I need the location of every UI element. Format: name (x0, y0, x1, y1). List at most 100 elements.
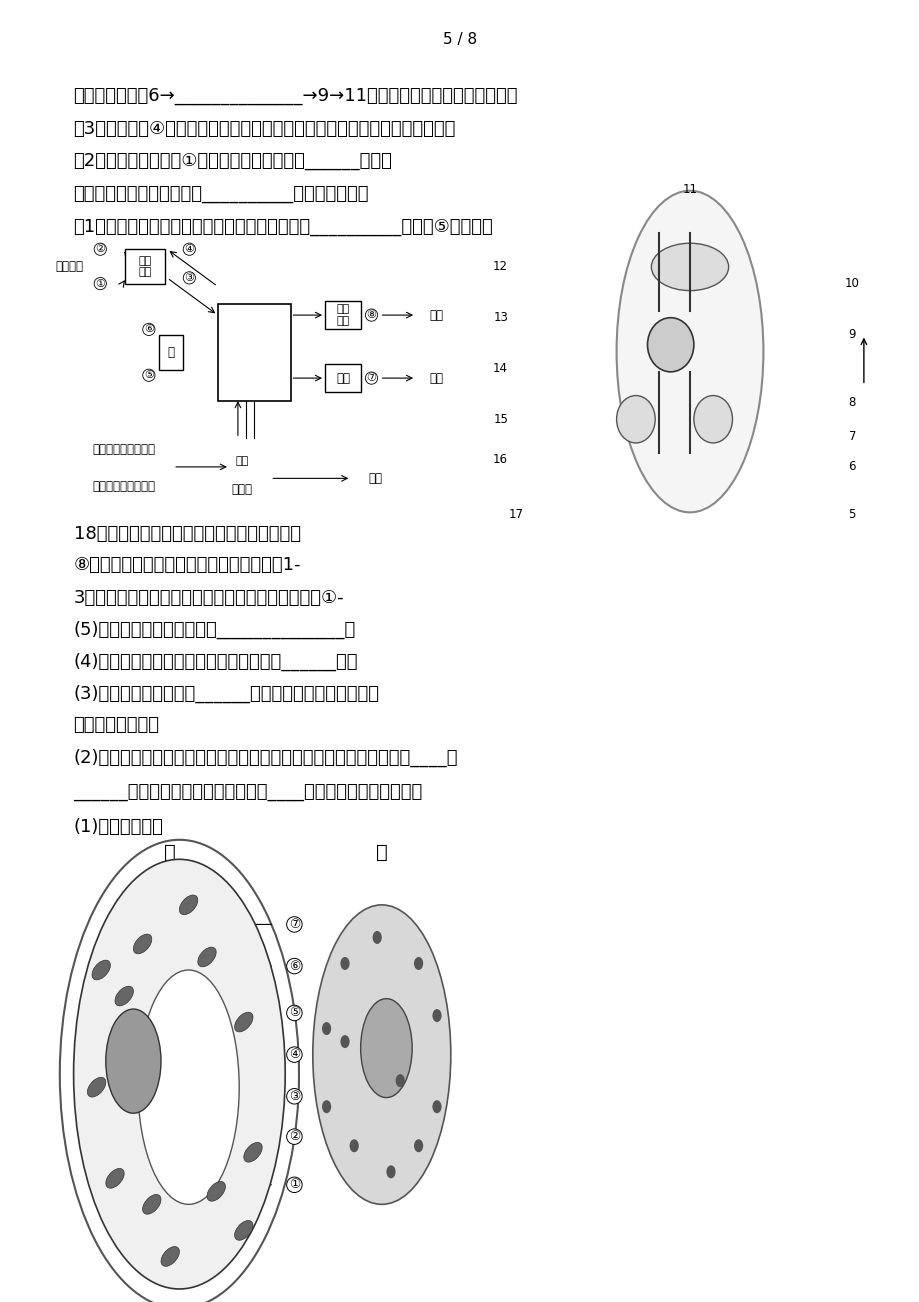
Text: 15: 15 (493, 413, 507, 426)
Circle shape (372, 931, 381, 944)
Text: （2）左图中进行过程①时，肋间肌和膈肌处于______状态。: （2）左图中进行过程①时，肋间肌和膈肌处于______状态。 (74, 152, 392, 171)
Text: 循环系统: 循环系统 (240, 371, 267, 384)
Ellipse shape (106, 1168, 124, 1189)
Text: 甲: 甲 (165, 844, 176, 862)
Text: ①: ① (289, 1178, 300, 1191)
Text: 外界空气: 外界空气 (56, 260, 84, 273)
Ellipse shape (142, 1194, 161, 1215)
Ellipse shape (92, 960, 110, 980)
Circle shape (414, 957, 423, 970)
Circle shape (322, 1100, 331, 1113)
Text: 消化道: 消化道 (232, 483, 252, 496)
Ellipse shape (693, 396, 732, 443)
Circle shape (414, 1139, 423, 1152)
Ellipse shape (360, 999, 412, 1098)
Text: 吸收: 吸收 (235, 456, 248, 466)
Ellipse shape (207, 1181, 225, 1202)
Text: ⑦: ⑦ (289, 918, 300, 931)
Ellipse shape (244, 1142, 262, 1163)
Text: ③: ③ (289, 1090, 300, 1103)
Text: 糖类、脂肪、蛋白质: 糖类、脂肪、蛋白质 (92, 480, 155, 493)
Text: 质通过导管流入消化道中的__________（填结构名称）: 质通过导管流入消化道中的__________（填结构名称） (74, 185, 369, 203)
Ellipse shape (312, 905, 450, 1204)
Text: 18表示血管和心脏的部分结构，请据图回答：: 18表示血管和心脏的部分结构，请据图回答： (74, 525, 301, 543)
Text: ⑦: ⑦ (366, 374, 376, 383)
Ellipse shape (234, 1012, 253, 1032)
Ellipse shape (179, 894, 198, 915)
Text: ⑤: ⑤ (289, 1006, 300, 1019)
Ellipse shape (138, 970, 239, 1204)
Circle shape (432, 1100, 441, 1113)
Text: 管途径是右图中6→______________→9→11（用右图中数字和箭头表示）。: 管途径是右图中6→______________→9→11（用右图中数字和箭头表示… (74, 87, 517, 105)
Text: 7: 7 (847, 430, 855, 443)
Text: 14: 14 (493, 362, 507, 375)
FancyBboxPatch shape (218, 303, 290, 401)
Text: ______（填甲或者乙），植物细胞的____具有保护和支持的功能。: ______（填甲或者乙），植物细胞的____具有保护和支持的功能。 (74, 783, 423, 801)
Text: (1)植物细胞是图: (1)植物细胞是图 (74, 818, 164, 836)
Text: 细胞: 细胞 (247, 303, 261, 316)
Ellipse shape (115, 986, 133, 1006)
Text: 5 / 8: 5 / 8 (442, 31, 477, 47)
Ellipse shape (616, 396, 654, 443)
Text: ④: ④ (184, 245, 194, 254)
Circle shape (349, 1139, 358, 1152)
Text: ④: ④ (289, 1048, 300, 1061)
Text: 3、下图中，左图是人体部分生理活动示意图，标号①-: 3、下图中，左图是人体部分生理活动示意图，标号①- (74, 589, 344, 607)
FancyBboxPatch shape (324, 363, 361, 392)
Ellipse shape (133, 934, 152, 954)
Text: ⑤: ⑤ (143, 370, 153, 380)
FancyBboxPatch shape (159, 335, 183, 370)
Ellipse shape (74, 859, 285, 1289)
Circle shape (386, 1165, 395, 1178)
Text: 6: 6 (847, 460, 855, 473)
Text: ⑥: ⑥ (143, 324, 153, 335)
Text: 泌尿
系统: 泌尿 系统 (336, 305, 349, 326)
Text: 呼吸
系统: 呼吸 系统 (138, 255, 152, 277)
Text: 13: 13 (493, 311, 507, 324)
FancyBboxPatch shape (124, 249, 165, 284)
Text: 12: 12 (493, 260, 507, 273)
Text: 膜: 膜 (167, 346, 175, 359)
Text: 10: 10 (844, 277, 858, 290)
Text: 8: 8 (847, 396, 855, 409)
Text: （3）通过过程④，进入血液中的氧气到达腿部毛细血管，所需流经的心脏和血: （3）通过过程④，进入血液中的氧气到达腿部毛细血管，所需流经的心脏和血 (74, 120, 456, 138)
FancyBboxPatch shape (324, 301, 361, 329)
Circle shape (340, 957, 349, 970)
Text: (3)植物细胞特有的结构______，是进行光合作用的场所。: (3)植物细胞特有的结构______，是进行光合作用的场所。 (74, 685, 380, 703)
Text: ③: ③ (184, 273, 194, 283)
Text: ①: ① (96, 279, 105, 289)
Ellipse shape (106, 1009, 161, 1113)
Ellipse shape (651, 243, 728, 290)
Text: 体外: 体外 (369, 471, 382, 484)
Text: 水、无机盐、维生素: 水、无机盐、维生素 (92, 443, 155, 456)
Text: ②: ② (96, 245, 105, 254)
Text: ⑥: ⑥ (289, 960, 300, 973)
Ellipse shape (87, 1077, 106, 1098)
Text: 11: 11 (682, 182, 697, 195)
Ellipse shape (198, 947, 216, 967)
Circle shape (395, 1074, 404, 1087)
Text: 5: 5 (847, 508, 855, 521)
Text: 17: 17 (508, 508, 523, 521)
Text: 体外: 体外 (429, 371, 443, 384)
Text: 9: 9 (847, 328, 855, 341)
Ellipse shape (161, 1246, 179, 1267)
Text: (4)西瓜甘甜的汁液主要存在于细胞结构的______中。: (4)西瓜甘甜的汁液主要存在于细胞结构的______中。 (74, 652, 357, 671)
Text: 皮肤: 皮肤 (335, 371, 350, 384)
Text: (2)对细胞有用的物质能够进入细胞，其他物质被挡在外面主要是因为____能: (2)对细胞有用的物质能够进入细胞，其他物质被挡在外面主要是因为____能 (74, 749, 458, 767)
Text: 组织: 组织 (247, 332, 261, 345)
Ellipse shape (616, 191, 763, 513)
Circle shape (340, 1035, 349, 1048)
Text: (5)动物细胞的能量转换器是______________。: (5)动物细胞的能量转换器是______________。 (74, 621, 356, 639)
Text: 体外: 体外 (429, 309, 443, 322)
Text: ⑧: ⑧ (366, 310, 376, 320)
Circle shape (432, 1009, 441, 1022)
Text: 控制物质的进出。: 控制物质的进出。 (74, 716, 159, 734)
Text: 16: 16 (493, 453, 507, 466)
Text: 乙: 乙 (376, 844, 387, 862)
Text: （1）左图中不需经过消化过程直接吸收的物质有__________，过程⑤分泌的物: （1）左图中不需经过消化过程直接吸收的物质有__________，过程⑤分泌的物 (74, 217, 493, 236)
Ellipse shape (647, 318, 693, 372)
Ellipse shape (234, 1220, 253, 1241)
Text: ⑧表示生理过程；右图为血液循环示意图，1-: ⑧表示生理过程；右图为血液循环示意图，1- (74, 556, 301, 574)
Circle shape (322, 1022, 331, 1035)
